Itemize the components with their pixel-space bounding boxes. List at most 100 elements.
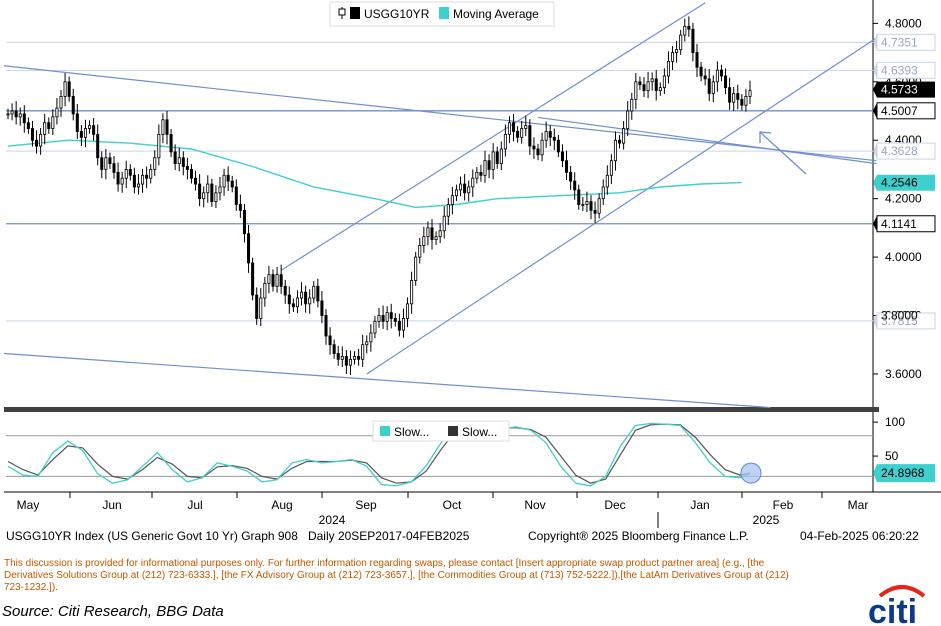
candle-body bbox=[312, 285, 316, 299]
candle-body bbox=[161, 119, 165, 135]
price-label-0: 4.7351 bbox=[873, 33, 936, 51]
candle-body bbox=[487, 160, 491, 170]
candle-86 bbox=[357, 348, 361, 366]
candle-body bbox=[336, 353, 340, 360]
candle-body bbox=[14, 110, 18, 118]
candle-37 bbox=[157, 124, 161, 166]
candle-body bbox=[471, 177, 475, 188]
candle-body bbox=[512, 122, 516, 132]
candle-body bbox=[463, 183, 467, 194]
candle-177 bbox=[728, 77, 732, 110]
candle-body bbox=[226, 174, 230, 182]
candle-body bbox=[279, 274, 283, 287]
price-label-text: 4.5007 bbox=[881, 104, 918, 118]
candle-179 bbox=[736, 84, 740, 110]
price-label-pointer bbox=[873, 215, 877, 232]
candle-body bbox=[173, 151, 177, 165]
x-year-label: 2025 bbox=[753, 513, 780, 527]
candle-17 bbox=[75, 104, 79, 140]
x-month-label: Mar bbox=[848, 498, 869, 512]
candle-body bbox=[475, 171, 479, 179]
candle-91 bbox=[377, 307, 381, 328]
candle-body bbox=[324, 315, 328, 337]
candle-159 bbox=[654, 70, 658, 101]
legend-item-moving-average: Moving Average bbox=[439, 7, 539, 21]
candle-body bbox=[642, 84, 646, 91]
candle-body bbox=[116, 171, 120, 185]
footer-index: USGG10YR Index (US Generic Govt 10 Yr) G… bbox=[6, 529, 298, 543]
candle-102 bbox=[422, 226, 426, 253]
x-month-label: Jul bbox=[187, 498, 202, 512]
candle-body bbox=[169, 133, 173, 153]
trendlines bbox=[3, 2, 877, 409]
candle-body bbox=[675, 49, 679, 53]
candle-155 bbox=[638, 76, 642, 90]
candle-181 bbox=[744, 88, 748, 112]
candle-130 bbox=[536, 143, 540, 161]
candle-111 bbox=[459, 176, 463, 197]
candle-148 bbox=[609, 154, 613, 185]
price-label-pointer bbox=[873, 143, 877, 160]
candle-58 bbox=[242, 203, 246, 243]
footer-copyright: Copyright® 2025 Bloomberg Finance L.P. bbox=[528, 529, 749, 543]
candle-body bbox=[719, 69, 723, 77]
candle-body bbox=[446, 204, 450, 217]
candle-53 bbox=[222, 168, 226, 196]
candle-body bbox=[589, 201, 593, 211]
price-label-pointer bbox=[873, 174, 877, 191]
candle-body bbox=[136, 183, 140, 188]
candle-body bbox=[683, 25, 687, 36]
candle-body bbox=[189, 169, 193, 179]
candle-body bbox=[6, 113, 10, 116]
candle-61 bbox=[255, 287, 259, 325]
candle-body bbox=[18, 113, 22, 118]
candle-body bbox=[259, 297, 263, 319]
candle-168 bbox=[691, 22, 695, 62]
trendline-3 bbox=[366, 37, 877, 375]
gridlines bbox=[6, 41, 873, 322]
candle-139 bbox=[573, 172, 577, 200]
candle-73 bbox=[304, 285, 308, 313]
candle-145 bbox=[597, 193, 601, 219]
candle-body bbox=[177, 157, 181, 164]
candle-162 bbox=[666, 51, 670, 84]
candle-body bbox=[145, 174, 149, 179]
x-month-label: Aug bbox=[271, 498, 292, 512]
price-label-pointer bbox=[873, 312, 877, 329]
candle-body bbox=[267, 274, 271, 284]
citi-wordmark: citi bbox=[868, 593, 917, 626]
candle-52 bbox=[218, 177, 222, 201]
candle-body bbox=[593, 209, 597, 214]
candle-21 bbox=[92, 118, 96, 141]
legend-swatch-black bbox=[350, 7, 360, 19]
candle-8 bbox=[39, 127, 43, 155]
candle-96 bbox=[397, 313, 401, 337]
candle-144 bbox=[593, 201, 597, 224]
citi-arc bbox=[878, 585, 926, 598]
candle-body bbox=[357, 356, 361, 360]
candle-body bbox=[71, 96, 75, 115]
candle-97 bbox=[401, 308, 405, 338]
candle-87 bbox=[361, 334, 365, 367]
candle-body bbox=[565, 160, 569, 173]
candle-24 bbox=[104, 148, 108, 180]
candle-171 bbox=[703, 68, 707, 86]
price-legend: USGG10YR Moving Average bbox=[329, 1, 555, 27]
candle-body bbox=[552, 136, 556, 141]
candle-7 bbox=[35, 130, 39, 154]
candle-45 bbox=[189, 164, 193, 184]
candle-98 bbox=[406, 297, 410, 328]
candle-body bbox=[369, 332, 373, 343]
candle-77 bbox=[320, 290, 324, 324]
candle-103 bbox=[426, 221, 430, 246]
annotation-arrow bbox=[759, 131, 807, 175]
candle-body bbox=[83, 128, 87, 138]
candle-body bbox=[516, 131, 520, 138]
candle-body bbox=[422, 236, 426, 246]
candle-body bbox=[242, 209, 246, 235]
candle-body bbox=[198, 183, 202, 200]
candle-body bbox=[132, 174, 136, 188]
oscillator-panel: 100 50 24.8968 Slow... Slow... bbox=[6, 415, 935, 487]
candle-body bbox=[605, 174, 609, 188]
candle-142 bbox=[585, 191, 589, 213]
